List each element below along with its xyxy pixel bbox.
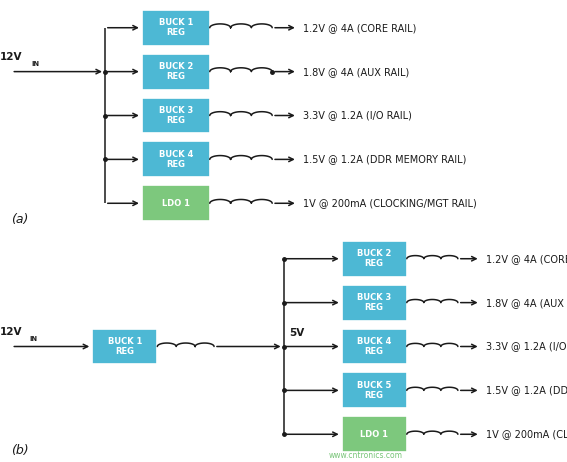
Text: 1V @ 200mA (CLOCKING/MGT RAIL): 1V @ 200mA (CLOCKING/MGT RAIL) <box>303 198 477 208</box>
FancyBboxPatch shape <box>142 185 210 221</box>
Text: BUCK 2
REG: BUCK 2 REG <box>357 249 391 268</box>
Text: 1.5V @ 1.2A (DDR MEMORY RAIL): 1.5V @ 1.2A (DDR MEMORY RAIL) <box>303 154 467 164</box>
FancyBboxPatch shape <box>341 372 407 408</box>
Text: IN: IN <box>31 61 39 67</box>
Text: 1.8V @ 4A (AUX RAIL): 1.8V @ 4A (AUX RAIL) <box>303 67 409 77</box>
Text: BUCK 2
REG: BUCK 2 REG <box>159 62 193 81</box>
Text: 1.2V @ 4A (CORE RAIL): 1.2V @ 4A (CORE RAIL) <box>303 23 417 33</box>
Text: 5V: 5V <box>289 328 304 338</box>
Text: LDO 1: LDO 1 <box>162 199 190 208</box>
Text: IN: IN <box>29 336 37 342</box>
FancyBboxPatch shape <box>142 10 210 46</box>
Text: 1.5V @ 1.2A (DDR MEMORY RAIL): 1.5V @ 1.2A (DDR MEMORY RAIL) <box>486 385 567 395</box>
FancyBboxPatch shape <box>142 141 210 177</box>
Text: 1V @ 200mA (CLOCKING/MGT RAIL): 1V @ 200mA (CLOCKING/MGT RAIL) <box>486 429 567 439</box>
Text: LDO 1: LDO 1 <box>360 430 388 439</box>
Text: 3.3V @ 1.2A (I/O RAIL): 3.3V @ 1.2A (I/O RAIL) <box>303 110 412 121</box>
Text: BUCK 4
REG: BUCK 4 REG <box>357 337 391 356</box>
FancyBboxPatch shape <box>341 416 407 452</box>
FancyBboxPatch shape <box>341 328 407 365</box>
Text: BUCK 3
REG: BUCK 3 REG <box>357 293 391 312</box>
FancyBboxPatch shape <box>341 241 407 277</box>
Text: www.cntronics.com: www.cntronics.com <box>329 451 403 460</box>
Text: BUCK 1
REG: BUCK 1 REG <box>159 18 193 37</box>
FancyBboxPatch shape <box>92 328 157 365</box>
Text: (b): (b) <box>11 444 29 457</box>
FancyBboxPatch shape <box>142 97 210 134</box>
FancyBboxPatch shape <box>142 54 210 90</box>
Text: 1.2V @ 4A (CORE RAIL): 1.2V @ 4A (CORE RAIL) <box>486 254 567 264</box>
Text: 3.3V @ 1.2A (I/O RAIL): 3.3V @ 1.2A (I/O RAIL) <box>486 341 567 352</box>
Text: (a): (a) <box>11 213 29 226</box>
FancyBboxPatch shape <box>341 285 407 321</box>
Text: BUCK 5
REG: BUCK 5 REG <box>357 381 391 400</box>
Text: 1.8V @ 4A (AUX RAIL): 1.8V @ 4A (AUX RAIL) <box>486 298 567 308</box>
Text: BUCK 4
REG: BUCK 4 REG <box>159 150 193 169</box>
Text: BUCK 3
REG: BUCK 3 REG <box>159 106 193 125</box>
Text: 12V: 12V <box>0 327 23 337</box>
Text: BUCK 1
REG: BUCK 1 REG <box>108 337 142 356</box>
Text: 12V: 12V <box>0 52 23 62</box>
